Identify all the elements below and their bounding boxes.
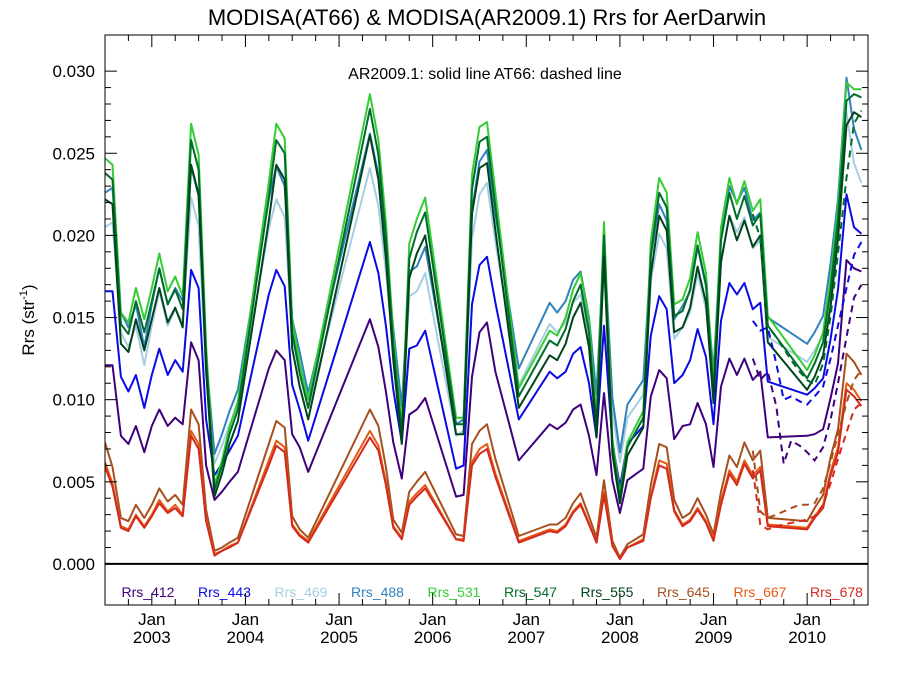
x-tick-label-year: 2010 xyxy=(788,628,826,647)
legend-item-rrs-555: Rrs_555 xyxy=(581,584,634,600)
x-tick-label-year: 2004 xyxy=(227,628,265,647)
y-tick-label: 0.030 xyxy=(52,62,95,81)
dashed-line-rrs-678 xyxy=(751,402,863,531)
x-tick-label-year: 2003 xyxy=(133,628,171,647)
series-line-rrs-678 xyxy=(105,388,863,560)
dashed-line-rrs-412 xyxy=(751,284,863,465)
legend-item-rrs-645: Rrs_645 xyxy=(657,584,710,600)
series-line-rrs-488 xyxy=(105,76,863,455)
y-tick-label: 0.010 xyxy=(52,391,95,410)
x-tick-label-month: Jan xyxy=(138,610,165,629)
x-tick-label-month: Jan xyxy=(513,610,540,629)
y-axis-label-close: ) xyxy=(19,284,38,290)
series-line-rrs-555 xyxy=(105,111,862,505)
x-tick-label-year: 2008 xyxy=(601,628,639,647)
x-tick-label-month: Jan xyxy=(700,610,727,629)
line-style-annotation: AR2009.1: solid line AT66: dashed line xyxy=(348,66,622,83)
legend-item-rrs-531: Rrs_531 xyxy=(428,584,481,600)
y-tick-label: 0.020 xyxy=(52,226,95,245)
x-tick-label-month: Jan xyxy=(419,610,446,629)
series-line-rrs-531 xyxy=(105,81,862,496)
y-tick-label: 0.025 xyxy=(52,144,95,163)
series-line-rrs-645 xyxy=(105,352,863,559)
x-tick-label-year: 2007 xyxy=(507,628,545,647)
x-tick-label-month: Jan xyxy=(325,610,352,629)
legend-item-rrs-678: Rrs_678 xyxy=(810,584,863,600)
x-tick-label-month: Jan xyxy=(606,610,633,629)
legend-item-rrs-488: Rrs_488 xyxy=(351,584,404,600)
chart-title: MODISA(AT66) & MODISA(AR2009.1) Rrs for … xyxy=(208,5,766,30)
y-axis-label: Rrs (str-1) xyxy=(18,284,38,355)
y-tick-label: 0.005 xyxy=(52,473,95,492)
series-line-rrs-443 xyxy=(105,193,863,488)
y-tick-label: 0.015 xyxy=(52,309,95,328)
plot-frame xyxy=(104,34,869,606)
y-tick-label: 0.000 xyxy=(52,555,95,574)
x-tick-label-month: Jan xyxy=(232,610,259,629)
legend-item-rrs-443: Rrs_443 xyxy=(198,584,251,600)
series-line-rrs-412 xyxy=(105,259,862,514)
x-tick-label-year: 2005 xyxy=(320,628,358,647)
dashed-line-rrs-547 xyxy=(751,110,863,387)
legend-item-rrs-547: Rrs_547 xyxy=(504,584,557,600)
y-axis-label-superscript: -1 xyxy=(18,290,30,300)
y-axis-label-text: Rrs (str xyxy=(19,300,38,356)
dashed-line-rrs-645 xyxy=(751,369,863,520)
dashed-line-rrs-443 xyxy=(752,241,863,406)
x-tick-label-year: 2009 xyxy=(695,628,733,647)
x-tick-label-year: 2006 xyxy=(414,628,452,647)
legend-item-rrs-667: Rrs_667 xyxy=(734,584,787,600)
legend-item-rrs-412: Rrs_412 xyxy=(122,584,175,600)
x-tick-label-month: Jan xyxy=(793,610,820,629)
legend-item-rrs-469: Rrs_469 xyxy=(275,584,328,600)
